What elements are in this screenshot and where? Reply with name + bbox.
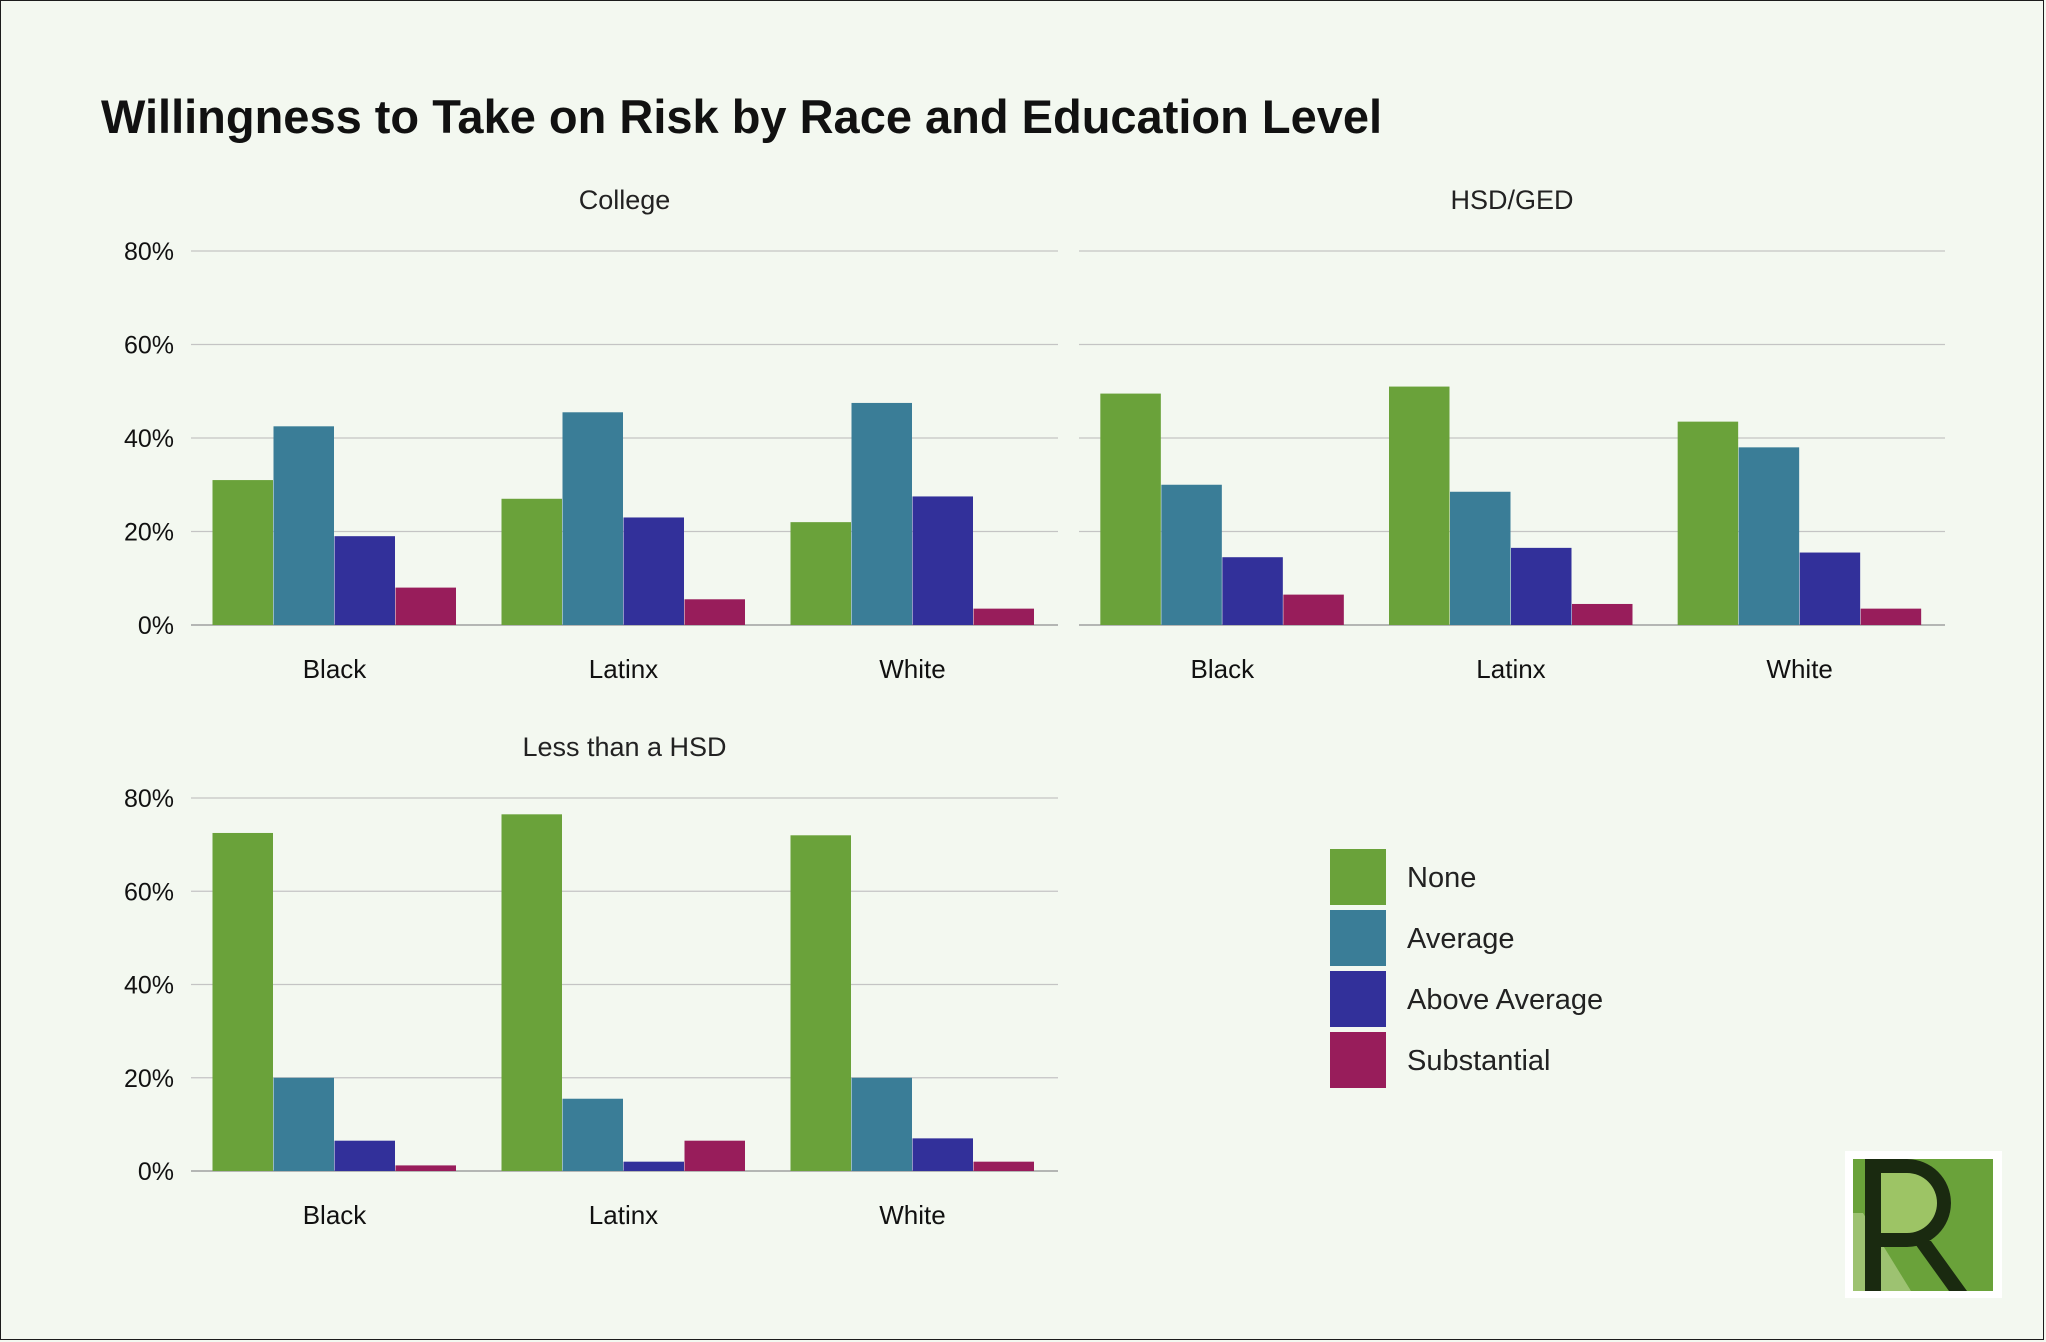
bar-none-latinx (501, 498, 562, 625)
bar-average-black (273, 426, 334, 625)
bar-substantial-black (395, 587, 456, 625)
bar-above-average-white (912, 496, 973, 625)
bar-none-latinx (1389, 386, 1450, 625)
bar-above-average-white (1799, 552, 1861, 625)
bar-substantial-latinx (684, 599, 745, 625)
bar-none-white (1677, 421, 1739, 625)
bar-above-average-latinx (623, 517, 684, 625)
legend-swatch (1330, 910, 1386, 966)
logo-letter-r (1881, 1159, 1951, 1247)
panel-hsd-ged: HSD/GED Black Latinx White (1079, 185, 1945, 684)
bar-above-average-latinx (623, 1161, 684, 1171)
y-tick-label: 20% (124, 519, 174, 547)
logo-stem (1865, 1159, 1881, 1291)
bar-average-latinx (1450, 491, 1511, 625)
bar-none-white (790, 835, 851, 1171)
bar-average-latinx (562, 412, 623, 625)
bar-average-black (1161, 484, 1222, 625)
y-tick-label: 60% (124, 878, 174, 906)
x-tick-label: Black (303, 654, 368, 684)
chart-legend: None Average Above Average Substantial (1330, 849, 1603, 1088)
y-tick-label: 40% (124, 972, 174, 1000)
y-tick-label: 20% (124, 1065, 174, 1093)
x-tick-label: White (879, 654, 945, 684)
x-tick-label: Latinx (1476, 654, 1545, 684)
legend-label: None (1407, 862, 1476, 894)
legend-swatch (1330, 1032, 1386, 1088)
panel-college: 80% 60% 40% 20% 0% College Black Latinx White (124, 185, 1058, 684)
legend-label: Average (1407, 923, 1515, 955)
bar-none-white (790, 522, 851, 625)
panel-title: HSD/GED (1450, 185, 1573, 215)
panel-less-than-a-hsd: 80% 60% 40% 20% 0% Less than a HSD Black Latinx… (124, 732, 1058, 1230)
bar-average-white (851, 402, 912, 625)
x-tick-label: Latinx (589, 654, 658, 684)
bar-substantial-latinx (684, 1140, 745, 1171)
bar-substantial-latinx (1572, 603, 1633, 625)
legend-label: Above Average (1407, 984, 1603, 1016)
bar-above-average-black (334, 1140, 395, 1171)
x-tick-label: Black (303, 1200, 368, 1230)
bar-average-white (1738, 447, 1800, 625)
bar-above-average-latinx (1511, 547, 1572, 625)
bar-average-white (851, 1077, 912, 1171)
y-tick-label: 80% (124, 238, 174, 266)
bar-substantial-white (1860, 608, 1922, 625)
y-tick-label: 80% (124, 785, 174, 813)
y-tick-label: 60% (124, 332, 174, 360)
x-tick-label: Latinx (589, 1200, 658, 1230)
y-tick-label: 0% (138, 612, 174, 640)
chart-title: Willingness to Take on Risk by Race and … (101, 90, 1383, 143)
bar-none-black (212, 832, 273, 1171)
bar-substantial-black (1283, 594, 1344, 625)
panel-title: College (579, 185, 671, 215)
bar-none-black (1100, 393, 1161, 625)
x-tick-label: White (879, 1200, 945, 1230)
bar-none-black (212, 480, 273, 625)
bar-above-average-black (334, 536, 395, 625)
bar-substantial-black (395, 1165, 456, 1171)
bar-substantial-white (973, 608, 1034, 625)
legend-swatch (1330, 971, 1386, 1027)
y-tick-label: 40% (124, 425, 174, 453)
logo-leg (1913, 1241, 1967, 1291)
bar-none-latinx (501, 814, 562, 1171)
bar-average-latinx (562, 1098, 623, 1171)
bar-substantial-white (973, 1161, 1034, 1171)
bar-above-average-black (1222, 557, 1283, 625)
panel-title: Less than a HSD (522, 732, 726, 762)
x-tick-label: Black (1191, 654, 1256, 684)
legend-swatch (1330, 849, 1386, 905)
bar-average-black (273, 1077, 334, 1171)
y-tick-label: 0% (138, 1158, 174, 1186)
logo (1845, 1151, 2002, 1298)
bar-above-average-white (912, 1138, 973, 1171)
x-tick-label: White (1766, 654, 1832, 684)
legend-label: Substantial (1407, 1045, 1551, 1077)
